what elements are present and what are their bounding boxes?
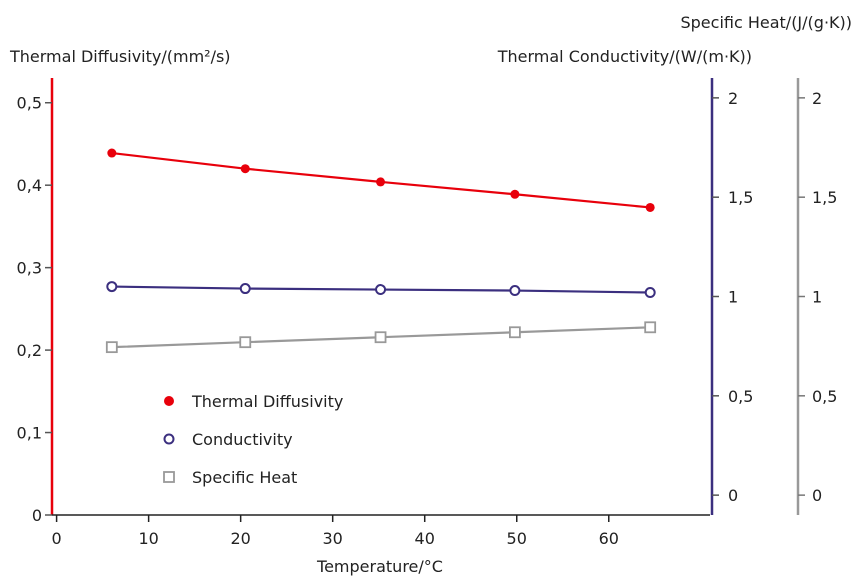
x-tick-label: 10 bbox=[138, 529, 158, 548]
y-tick-label-diffusivity: 0,5 bbox=[17, 94, 42, 113]
x-tick-label: 60 bbox=[599, 529, 619, 548]
legend-item-thermal-diffusivity: Thermal Diffusivity bbox=[164, 392, 343, 411]
legend-marker-specific-heat bbox=[164, 472, 174, 482]
y-tick-label-conductivity: 0,5 bbox=[728, 387, 753, 406]
y-tick-label-diffusivity: 0 bbox=[32, 506, 42, 525]
data-point-conductivity bbox=[376, 285, 385, 294]
y-tick-label-diffusivity: 0,2 bbox=[17, 341, 42, 360]
data-point-specific-heat bbox=[240, 337, 250, 347]
y-axis-conductivity: 0 0,5 1 1,5 2 Thermal Conductivity/(W/(m·K)) bbox=[497, 47, 754, 515]
data-point-conductivity bbox=[241, 284, 250, 293]
y-tick-label-conductivity: 1,5 bbox=[728, 188, 753, 207]
y-tick-label-conductivity: 0 bbox=[728, 486, 738, 505]
data-point-thermal-diffusivity bbox=[646, 203, 655, 212]
y-tick-label-specific-heat: 0 bbox=[812, 486, 822, 505]
y-tick-label-specific-heat: 0,5 bbox=[812, 387, 837, 406]
legend-label-thermal-diffusivity: Thermal Diffusivity bbox=[191, 392, 343, 411]
y-tick-label-diffusivity: 0,4 bbox=[17, 176, 42, 195]
series-layer bbox=[107, 149, 655, 353]
y-axis-specific-heat-title: Specific Heat/(J/(g·K)) bbox=[680, 13, 852, 32]
y-tick-label-conductivity: 1 bbox=[728, 288, 738, 307]
data-point-specific-heat bbox=[376, 332, 386, 342]
series-thermal-diffusivity bbox=[107, 149, 654, 212]
y-axis-conductivity-title: Thermal Conductivity/(W/(m·K)) bbox=[497, 47, 752, 66]
data-point-conductivity bbox=[646, 288, 655, 297]
x-tick-label: 50 bbox=[507, 529, 527, 548]
y-axis-specific-heat-ticks: 0 0,5 1 1,5 2 bbox=[798, 89, 837, 505]
legend-item-conductivity: Conductivity bbox=[165, 430, 293, 449]
y-axis-conductivity-ticks: 0 0,5 1 1,5 2 bbox=[712, 89, 753, 505]
legend-item-specific-heat: Specific Heat bbox=[164, 468, 297, 487]
x-axis-title: Temperature/°C bbox=[316, 557, 443, 576]
series-conductivity bbox=[107, 282, 654, 297]
y-tick-label-specific-heat: 1,5 bbox=[812, 188, 837, 207]
y-tick-label-diffusivity: 0,3 bbox=[17, 259, 42, 278]
y-axis-diffusivity-ticks: 0 0,1 0,2 0,3 0,4 0,5 bbox=[17, 94, 52, 525]
x-tick-label: 0 bbox=[52, 529, 62, 548]
data-point-specific-heat bbox=[645, 322, 655, 332]
y-tick-label-diffusivity: 0,1 bbox=[17, 424, 42, 443]
y-axis-specific-heat: 0 0,5 1 1,5 2 Specific Heat/(J/(g·K)) bbox=[680, 13, 852, 515]
x-axis: 0 10 20 30 40 50 60 Temperature/°C bbox=[52, 515, 710, 576]
x-tick-label: 40 bbox=[415, 529, 435, 548]
legend-label-specific-heat: Specific Heat bbox=[192, 468, 297, 487]
x-axis-ticks: 0 10 20 30 40 50 60 bbox=[52, 515, 619, 548]
plot-area: 0 0,1 0,2 0,3 0,4 0,5 Thermal Diffusivity/(mm… bbox=[9, 13, 852, 576]
legend: Thermal Diffusivity Conductivity Specifi… bbox=[164, 392, 343, 487]
data-point-thermal-diffusivity bbox=[241, 164, 250, 173]
data-point-specific-heat bbox=[107, 342, 117, 352]
x-tick-label: 20 bbox=[230, 529, 250, 548]
data-point-thermal-diffusivity bbox=[107, 149, 116, 158]
data-point-thermal-diffusivity bbox=[510, 190, 519, 199]
legend-marker-conductivity bbox=[165, 435, 174, 444]
data-point-thermal-diffusivity bbox=[376, 177, 385, 186]
series-specific-heat bbox=[107, 322, 655, 352]
data-point-specific-heat bbox=[510, 327, 520, 337]
y-tick-label-specific-heat: 1 bbox=[812, 288, 822, 307]
data-point-conductivity bbox=[107, 282, 116, 291]
data-point-conductivity bbox=[510, 286, 519, 295]
legend-marker-thermal-diffusivity bbox=[164, 396, 174, 406]
y-tick-label-specific-heat: 2 bbox=[812, 89, 822, 108]
y-tick-label-conductivity: 2 bbox=[728, 89, 738, 108]
x-tick-label: 30 bbox=[323, 529, 343, 548]
legend-label-conductivity: Conductivity bbox=[192, 430, 293, 449]
y-axis-diffusivity-title: Thermal Diffusivity/(mm²/s) bbox=[9, 47, 231, 66]
